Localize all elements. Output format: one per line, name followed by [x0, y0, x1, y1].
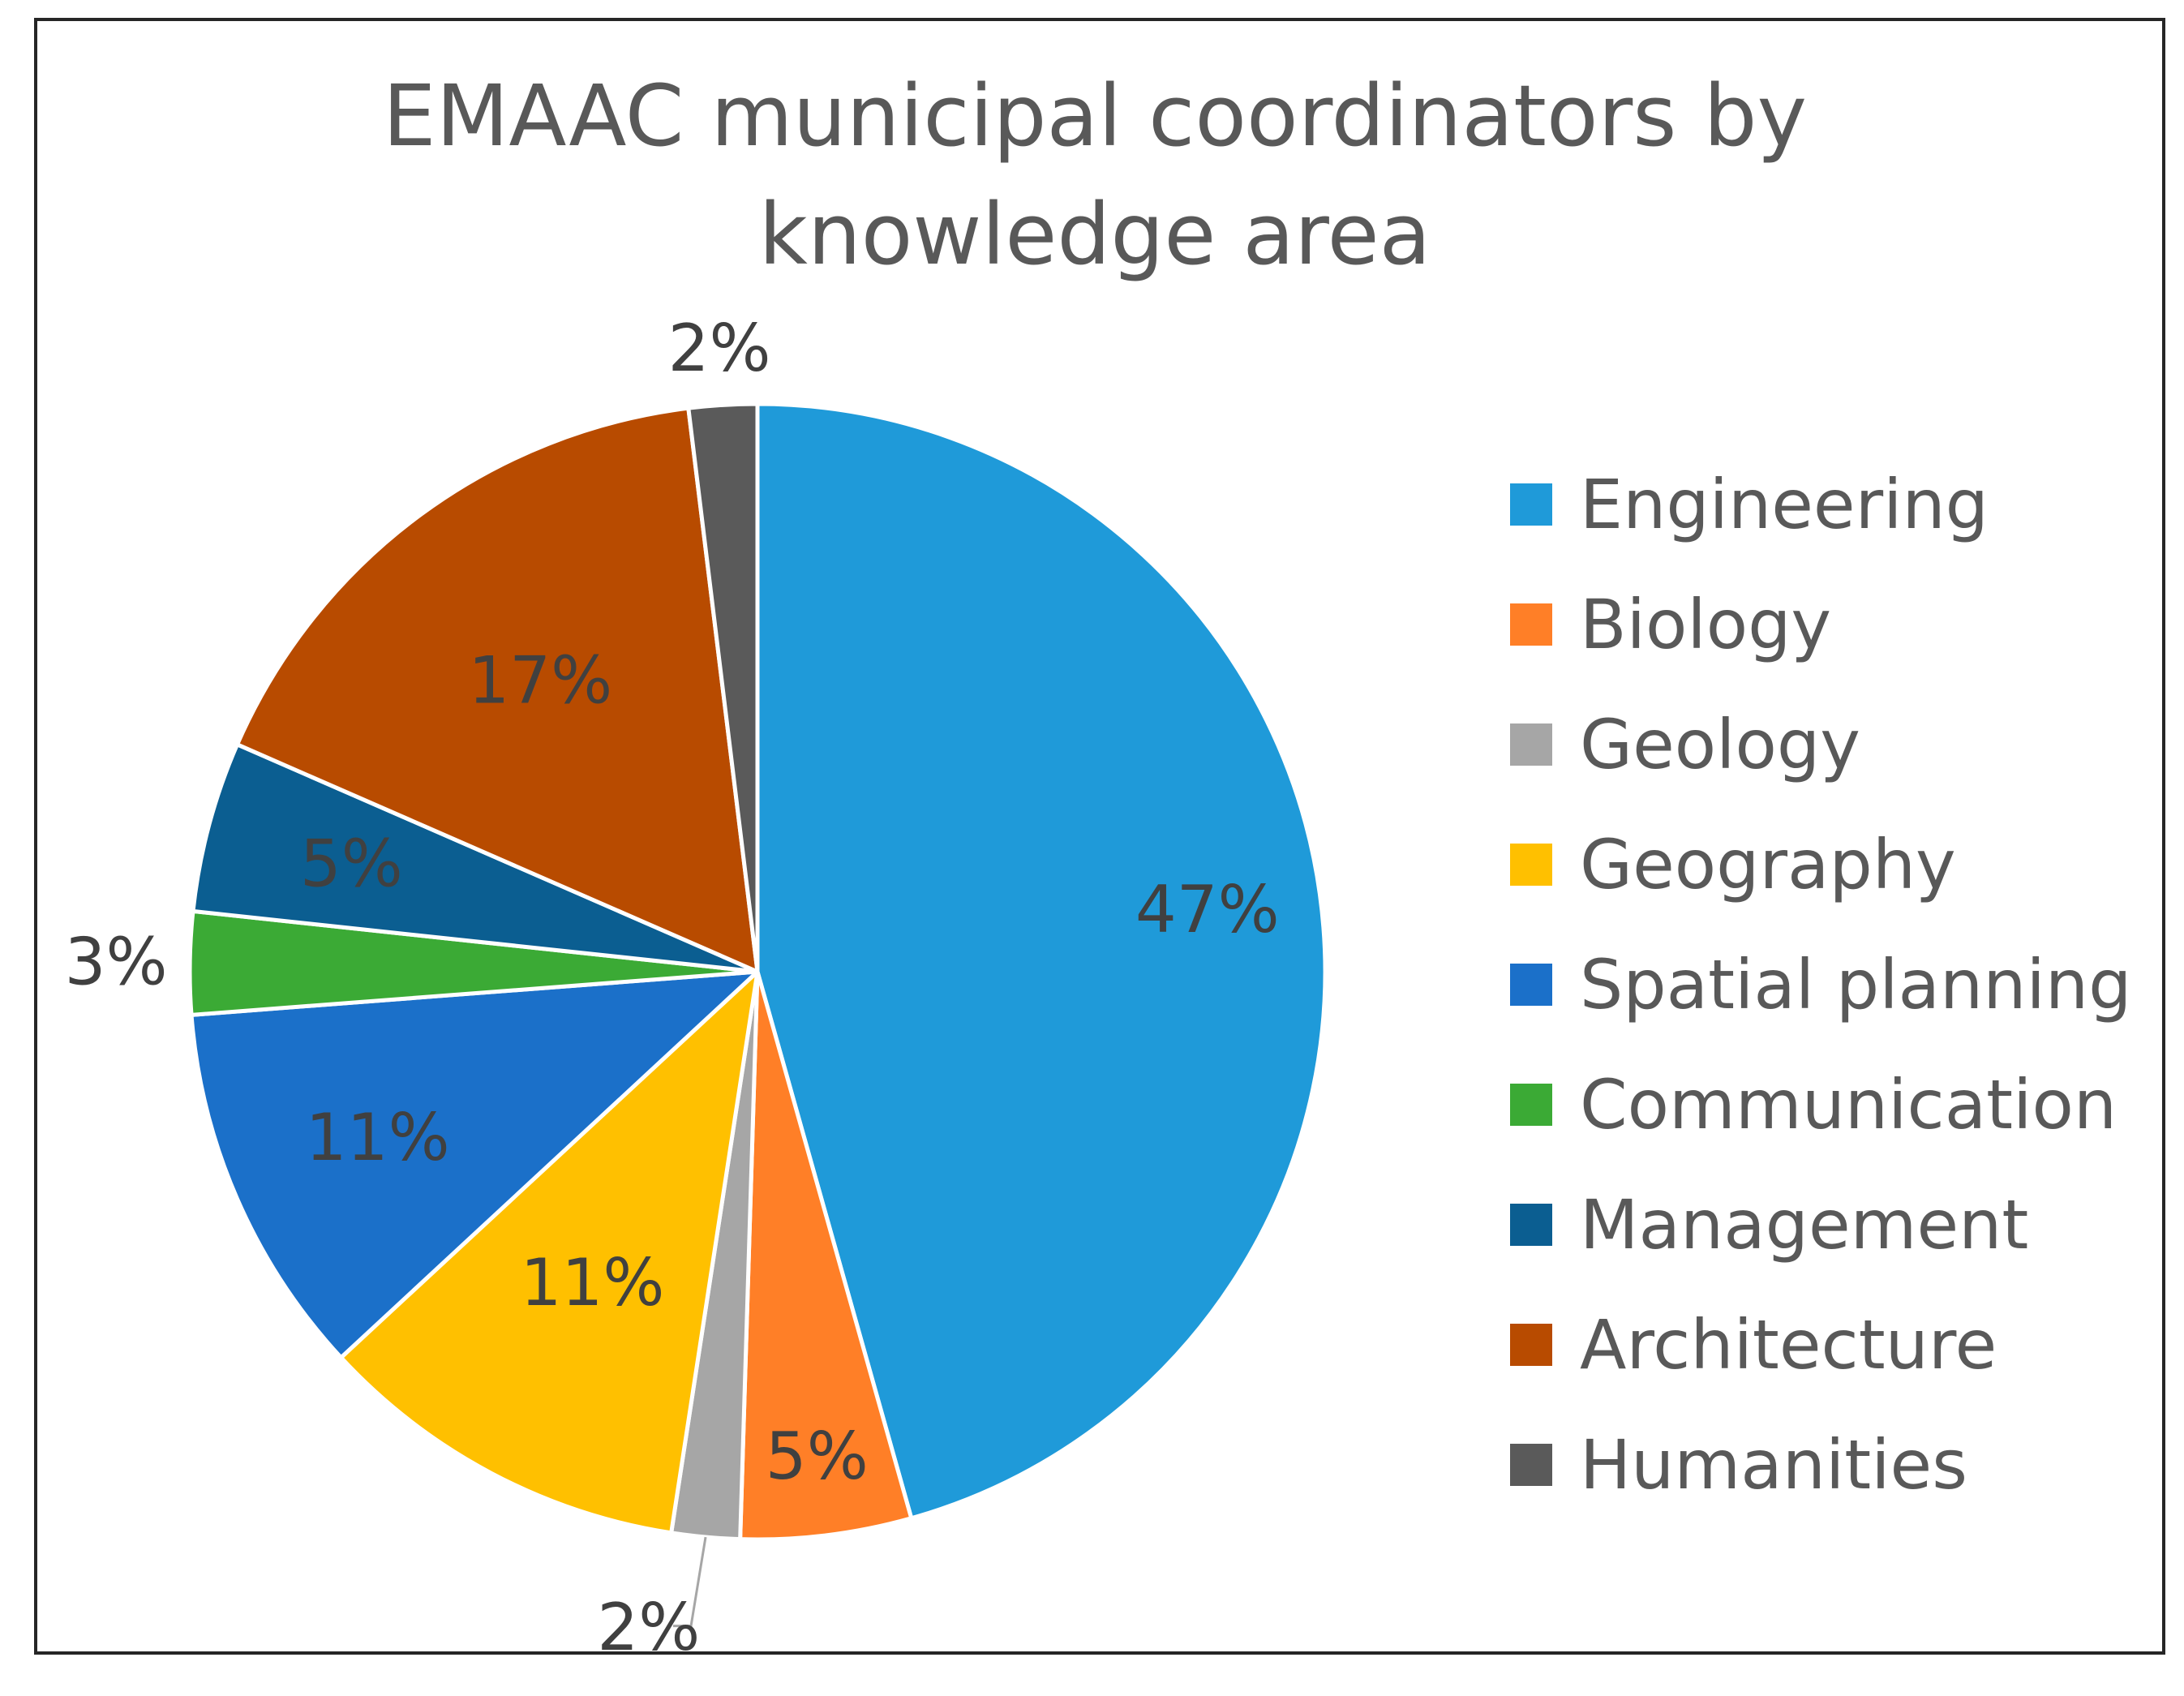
- legend-label-management: Management: [1580, 1185, 2029, 1264]
- data-label-management: 5%: [300, 827, 403, 902]
- data-label-engineering: 47%: [1135, 872, 1280, 947]
- legend-swatch-humanities: [1510, 1444, 1552, 1486]
- pie-slice-engineering: [755, 401, 1328, 1521]
- legend-label-communication: Communication: [1580, 1065, 2117, 1144]
- legend-label-spatial-planning: Spatial planning: [1580, 945, 2132, 1024]
- legend-swatch-communication: [1510, 1084, 1552, 1126]
- data-label-spatial-planning: 11%: [306, 1100, 450, 1175]
- leader-line-geology: [673, 1536, 707, 1628]
- legend: Engineering Biology Geology Geography Spatia…: [1510, 444, 2159, 1525]
- legend-swatch-architecture: [1510, 1324, 1552, 1366]
- legend-swatch-biology: [1510, 603, 1552, 646]
- chart-title-line-1: EMAAC municipal coordinators by: [382, 67, 1808, 165]
- pie-slice-biology: [738, 969, 914, 1542]
- legend-swatch-geology: [1510, 723, 1552, 766]
- legend-label-geology: Geology: [1580, 705, 1860, 784]
- legend-swatch-geography: [1510, 844, 1552, 886]
- data-labels: 47% 5% 2% 11% 11% 3% 5% 17% 2%: [65, 311, 1280, 1665]
- chart-title: EMAAC municipal coordinators by knowledg…: [243, 57, 1946, 294]
- chart-title-line-2: knowledge area: [758, 185, 1431, 284]
- legend-item-geography: Geography: [1510, 805, 2159, 925]
- legend-swatch-management: [1510, 1204, 1552, 1246]
- legend-label-geography: Geography: [1580, 825, 1956, 904]
- pie-slice-humanities: [686, 401, 760, 974]
- legend-item-humanities: Humanities: [1510, 1405, 2159, 1525]
- data-label-humanities: 2%: [668, 311, 771, 386]
- legend-item-communication: Communication: [1510, 1045, 2159, 1165]
- data-label-geology: 2%: [597, 1590, 700, 1665]
- legend-item-geology: Geology: [1510, 685, 2159, 805]
- legend-label-humanities: Humanities: [1580, 1425, 1967, 1505]
- legend-swatch-spatial-planning: [1510, 964, 1552, 1006]
- data-label-geography: 11%: [521, 1245, 665, 1320]
- data-label-biology: 5%: [766, 1419, 869, 1494]
- leader-lines: [673, 1536, 707, 1628]
- legend-label-biology: Biology: [1580, 585, 1832, 664]
- legend-item-management: Management: [1510, 1165, 2159, 1285]
- pie-slice-management: [191, 742, 760, 974]
- legend-label-architecture: Architecture: [1580, 1305, 1997, 1385]
- pie-slice-architecture: [235, 406, 760, 974]
- legend-item-architecture: Architecture: [1510, 1285, 2159, 1405]
- legend-item-biology: Biology: [1510, 565, 2159, 685]
- legend-label-engineering: Engineering: [1580, 465, 1989, 544]
- pie-slice-geography: [339, 969, 760, 1535]
- pie-slices: [187, 401, 1328, 1542]
- data-label-communication: 3%: [65, 924, 168, 999]
- legend-item-spatial-planning: Spatial planning: [1510, 925, 2159, 1045]
- data-label-architecture: 17%: [468, 642, 612, 718]
- pie-slice-spatial-planning: [189, 969, 760, 1360]
- legend-item-engineering: Engineering: [1510, 444, 2159, 565]
- legend-swatch-engineering: [1510, 483, 1552, 526]
